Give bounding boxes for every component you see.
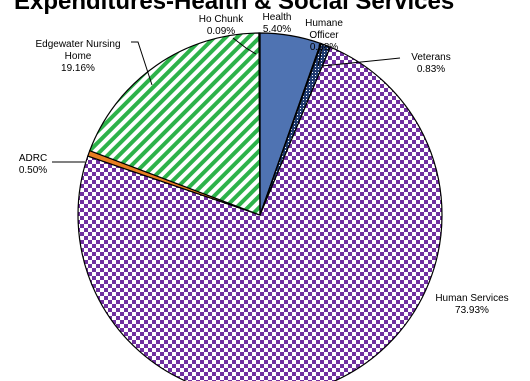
slice-ho-chunk: [258, 32, 261, 216]
label-health: Health 5.40%: [263, 12, 292, 35]
leader-ho-chunk: [232, 37, 257, 55]
label-edgewater-nursing-home: Edgewater Nursing Home 19.16%: [35, 39, 120, 74]
leader-veterans: [321, 57, 401, 67]
leader-humane-officer: [317, 47, 323, 67]
leader-lines: [52, 37, 401, 163]
label-veterans: Veterans 0.83%: [411, 52, 450, 75]
pie-slices: [77, 32, 443, 381]
label-human-services: Human Services 73.93%: [435, 293, 508, 316]
slice-human-services: [77, 46, 443, 381]
label-adrc: ADRC 0.50%: [19, 153, 47, 176]
chart-title: Expenditures-Health & Social Services: [14, 0, 455, 15]
leader-edgewater-nursing-home: [131, 41, 153, 86]
slice-edgewater-nursing-home: [88, 32, 261, 216]
slice-labels: Health 5.40% Humane Officer 0.08% Veterans 0.8…: [19, 12, 509, 316]
label-ho-chunk: Ho Chunk 0.09%: [199, 14, 244, 37]
label-humane-officer: Humane Officer 0.08%: [305, 18, 343, 53]
